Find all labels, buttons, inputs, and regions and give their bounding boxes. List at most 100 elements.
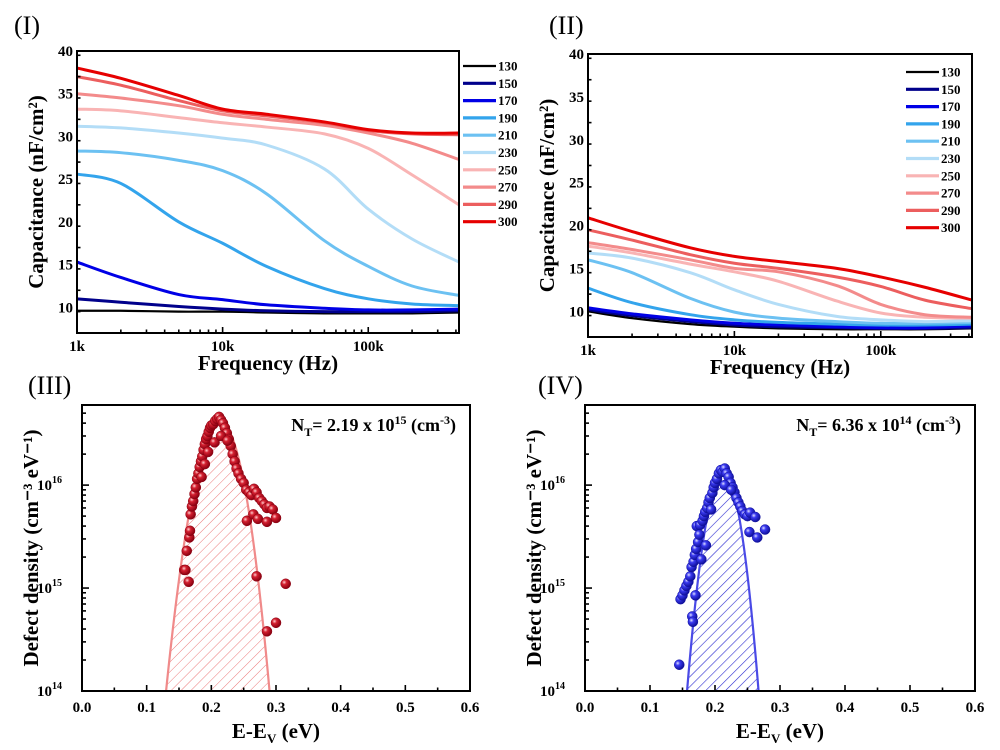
data-point [700, 540, 712, 551]
y-tick-label: 30 [569, 133, 584, 149]
series-line-230 [587, 251, 973, 324]
data-point [280, 578, 291, 590]
y-tick-label: 10 [569, 304, 584, 320]
y-tick-label: 1016 [540, 475, 565, 494]
series-line-230 [76, 124, 460, 264]
series-line-290 [587, 228, 973, 311]
x-tick-label: 100k [865, 343, 897, 359]
data-point [180, 564, 191, 576]
data-point [270, 617, 282, 629]
tick-exponent: 15 [555, 578, 565, 589]
data-point [196, 471, 207, 483]
legend-label: 230 [498, 145, 518, 160]
panel-capacitance-I: (I) 10 15 20 25 30 35 40 1k 10k 100k Frequency (Hz… [14, 11, 518, 375]
x-title-rest: (eV) [276, 719, 320, 743]
y-tick-label: 40 [58, 44, 73, 60]
x-axis-title: Frequency (Hz) [710, 355, 850, 379]
data-point [241, 515, 253, 527]
series-line-190 [76, 172, 460, 308]
legend-label: 270 [941, 186, 961, 201]
legend-item: 130 [906, 65, 961, 80]
legend-item: 190 [906, 116, 961, 131]
x-axis-title: E-EV (eV) [232, 719, 320, 746]
x-tick-label: 0.1 [641, 700, 660, 716]
legend-item: 290 [906, 203, 961, 218]
panel-label: (III) [28, 371, 71, 400]
series-line-150 [76, 297, 460, 314]
data-point [252, 513, 264, 525]
series-line-270 [587, 241, 973, 319]
tick-base: 10 [540, 478, 555, 494]
x-title-sub: V [771, 731, 781, 746]
data-point [261, 516, 273, 528]
legend-item: 210 [463, 128, 518, 143]
data-point [685, 571, 696, 582]
legend-item: 250 [463, 162, 518, 177]
nt-annotation: NT= 2.19 x 1015 (cm-3) [291, 413, 456, 439]
tick-exponent: 14 [52, 681, 62, 692]
x-tick-label: 0.5 [396, 700, 415, 716]
legend-label: 210 [941, 134, 961, 149]
data-point [726, 484, 737, 496]
x-tick-label: 1k [580, 343, 597, 359]
nt-symbol: N [796, 415, 809, 435]
nt-subscript: T [809, 425, 817, 439]
data-point [759, 524, 771, 535]
x-tick-label: 0.0 [73, 700, 92, 716]
nt-unit: (cm [407, 415, 440, 436]
y-tick-label: 1015 [540, 578, 565, 597]
y-tick-label: 35 [58, 87, 73, 103]
tick-base: 10 [37, 478, 52, 494]
series-line-190 [587, 286, 973, 327]
data-point [696, 554, 707, 565]
legend-label: 190 [498, 110, 518, 125]
nt-unit-exponent: -3 [440, 413, 450, 427]
x-tick-label: 0.6 [461, 700, 480, 716]
panel-capacitance-II: (II) 10 15 20 25 30 35 40 1k 10k 100k Frequency (H… [535, 11, 973, 379]
nt-exponent: 14 [900, 413, 912, 427]
x-tick-label: 1k [69, 339, 86, 355]
x-tick-label: 0.0 [576, 700, 595, 716]
data-point [270, 512, 282, 524]
y-tick-label: 1014 [37, 681, 62, 700]
legend-item: 270 [906, 186, 961, 201]
legend-item: 150 [906, 82, 961, 97]
y-tick-label: 15 [58, 258, 73, 274]
legend-item: 250 [906, 168, 961, 183]
legend-item: 230 [463, 145, 518, 160]
x-tick-label: 0.3 [267, 700, 286, 716]
legend-item: 170 [906, 99, 961, 114]
data-point [184, 525, 196, 537]
y-tick-label: 35 [569, 90, 584, 106]
panel-label: (IV) [538, 371, 583, 400]
nt-subscript: T [304, 425, 312, 439]
legend-label: 250 [498, 162, 518, 177]
tick-base: 10 [37, 684, 52, 700]
series-line-250 [76, 107, 460, 207]
nt-value: = 2.19 x 10 [312, 415, 394, 435]
x-tick-label: 100k [353, 339, 385, 355]
data-point [694, 529, 705, 540]
legend-item: 130 [463, 59, 518, 74]
legend-label: 250 [941, 168, 961, 183]
y-tick-label: 20 [58, 215, 73, 231]
nt-annotation: NT= 6.36 x 1014 (cm-3) [796, 413, 961, 439]
legend-label: 270 [498, 180, 518, 195]
legend-label: 150 [941, 82, 961, 97]
x-title-sub: V [267, 731, 277, 746]
y-tick-label: 25 [58, 172, 73, 188]
series-line-170 [587, 306, 973, 330]
y-axis-title: Defect density (cm⁻³ eV⁻¹) [19, 429, 43, 666]
data-point [202, 446, 214, 458]
data-point [690, 590, 701, 601]
data-point [687, 616, 699, 628]
panel-label: (II) [549, 11, 584, 40]
x-tick-label: 0.3 [771, 700, 790, 716]
plot-frame [81, 404, 471, 692]
legend-label: 170 [941, 99, 961, 114]
y-axis-title: Defect density (cm⁻³ eV⁻¹) [522, 429, 546, 666]
y-tick-label: 1015 [37, 578, 62, 597]
data-point [261, 626, 273, 637]
legend-label: 170 [498, 93, 518, 108]
